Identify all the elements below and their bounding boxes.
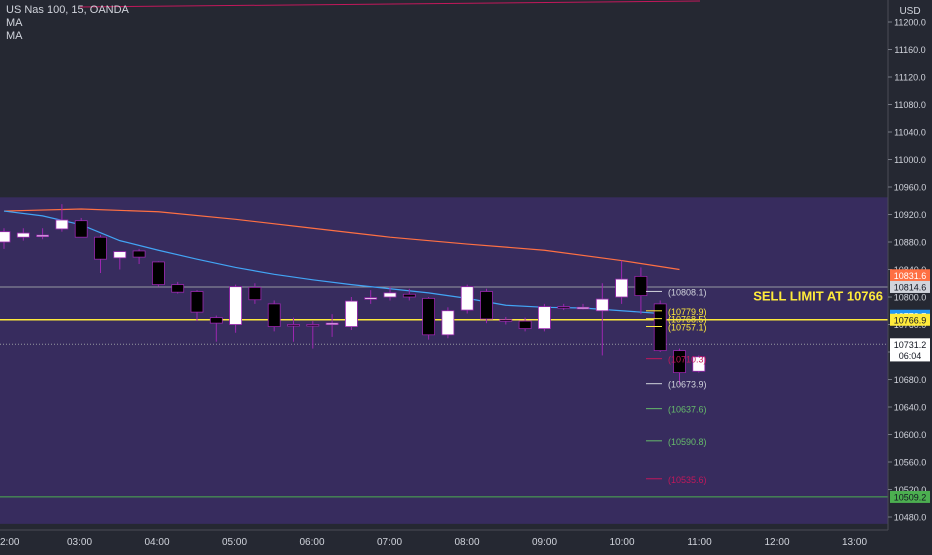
- sell-limit-annotation: SELL LIMIT AT 10766: [753, 289, 883, 304]
- candle-body[interactable]: [673, 350, 686, 374]
- candle-body[interactable]: [229, 286, 243, 325]
- level-label: (10535.6): [668, 475, 707, 485]
- candle-body[interactable]: [634, 275, 648, 297]
- candle-body[interactable]: [615, 278, 628, 298]
- price-tag-badge: [890, 338, 930, 351]
- candle-body[interactable]: [576, 306, 590, 310]
- level-label: (10710.3): [668, 355, 707, 365]
- candle-body[interactable]: [55, 219, 69, 230]
- candle-body[interactable]: [113, 251, 127, 259]
- candle-body[interactable]: [595, 298, 609, 312]
- level-label: (10757.1): [668, 322, 707, 332]
- candle-body[interactable]: [248, 286, 262, 301]
- candle-body[interactable]: [383, 292, 397, 298]
- level-label: (10637.6): [668, 405, 707, 415]
- candle-body[interactable]: [132, 250, 146, 258]
- candle-body[interactable]: [267, 303, 281, 327]
- y-tick-label: 10680.0: [894, 375, 927, 385]
- x-tick-label: 08:00: [454, 537, 479, 548]
- level-label: (10808.1): [668, 287, 707, 297]
- price-tag-badge: [890, 269, 930, 282]
- y-tick-label: 11080.0: [894, 100, 926, 110]
- x-tick-label: 05:00: [222, 537, 247, 548]
- x-tick-label: 12:00: [764, 537, 789, 548]
- candle-body[interactable]: [16, 232, 30, 238]
- candle-body[interactable]: [209, 317, 223, 324]
- candle-body[interactable]: [74, 220, 88, 238]
- price-tag-label: 10831.6: [894, 271, 927, 281]
- price-tag-label: 10814.6: [894, 282, 927, 292]
- price-tag-badge: [890, 313, 930, 326]
- currency-label: USD: [899, 6, 920, 17]
- candle-body[interactable]: [460, 286, 474, 311]
- x-tick-label: 13:00: [842, 537, 867, 548]
- candle-body[interactable]: [344, 300, 358, 327]
- price-tag-label: 10766.9: [894, 315, 927, 325]
- y-tick-label: 10560.0: [894, 458, 927, 468]
- candle-body[interactable]: [518, 320, 532, 330]
- legend-symbol: US Nas 100, 15, OANDA: [6, 4, 129, 16]
- x-tick-label: 04:00: [144, 537, 169, 548]
- candle-body[interactable]: [306, 324, 320, 327]
- candle-body[interactable]: [653, 303, 667, 352]
- x-tick-label: 10:00: [609, 537, 634, 548]
- price-zone: [0, 197, 888, 524]
- y-tick-label: 11120.0: [894, 73, 925, 83]
- candle-body[interactable]: [287, 324, 300, 327]
- y-tick-label: 10600.0: [894, 430, 927, 440]
- candle-body[interactable]: [402, 293, 416, 298]
- x-tick-label: 07:00: [377, 537, 402, 548]
- candle-body[interactable]: [557, 306, 571, 309]
- y-tick-label: 10800.0: [894, 293, 927, 303]
- x-tick-label: 11:00: [687, 537, 712, 548]
- level-label: (10590.8): [668, 437, 707, 447]
- candle-body[interactable]: [538, 306, 551, 330]
- candle-body[interactable]: [364, 297, 378, 300]
- x-tick-label: 06:00: [299, 537, 324, 548]
- candle-body[interactable]: [36, 234, 49, 238]
- x-tick-label: 09:00: [532, 537, 557, 548]
- candle-body[interactable]: [171, 284, 185, 293]
- moving-average-slow-line: [3, 208, 680, 271]
- legend-ma-1: MA: [6, 17, 23, 29]
- price-tag-label: 10731.2: [894, 340, 927, 350]
- price-tag-badge: [890, 349, 930, 362]
- candle-body[interactable]: [441, 310, 455, 336]
- y-tick-label: 10880.0: [894, 238, 927, 248]
- candle-body[interactable]: [94, 236, 107, 260]
- price-tag-badge: [890, 490, 930, 503]
- y-tick-label: 10960.0: [894, 183, 927, 193]
- x-tick-label: 03:00: [67, 537, 92, 548]
- candle-body[interactable]: [692, 356, 706, 372]
- candle-body[interactable]: [480, 291, 493, 320]
- price-tag-label: 10509.2: [894, 492, 927, 502]
- level-label: (10768.5): [668, 315, 707, 325]
- level-label: (10779.9): [668, 307, 707, 317]
- price-tag-label: 06:04: [899, 351, 922, 361]
- candle-body[interactable]: [499, 319, 513, 322]
- y-tick-label: 10640.0: [894, 403, 927, 413]
- candle-body[interactable]: [151, 261, 165, 286]
- chart-legend: US Nas 100, 15, OANDA MA MA: [6, 4, 129, 43]
- level-label: (10673.9): [668, 380, 707, 390]
- candle-body[interactable]: [0, 231, 11, 243]
- candle-body[interactable]: [190, 291, 204, 313]
- y-tick-label: 10480.0: [894, 513, 927, 523]
- y-tick-label: 11000.0: [894, 155, 926, 165]
- y-tick-label: 10920.0: [894, 210, 927, 220]
- top-trend-line: [79, 0, 701, 8]
- price-tag-badge: [890, 280, 930, 293]
- legend-ma-2: MA: [6, 30, 23, 42]
- y-tick-label: 11160.0: [894, 45, 925, 55]
- candle-body[interactable]: [422, 297, 436, 336]
- candle-body[interactable]: [325, 322, 339, 326]
- moving-average-fast-line: [3, 210, 661, 315]
- y-tick-label: 11200.0: [894, 18, 926, 28]
- y-tick-label: 10520.0: [894, 485, 927, 495]
- y-tick-label: 11040.0: [894, 128, 926, 138]
- x-tick-label: 2:00: [0, 537, 20, 548]
